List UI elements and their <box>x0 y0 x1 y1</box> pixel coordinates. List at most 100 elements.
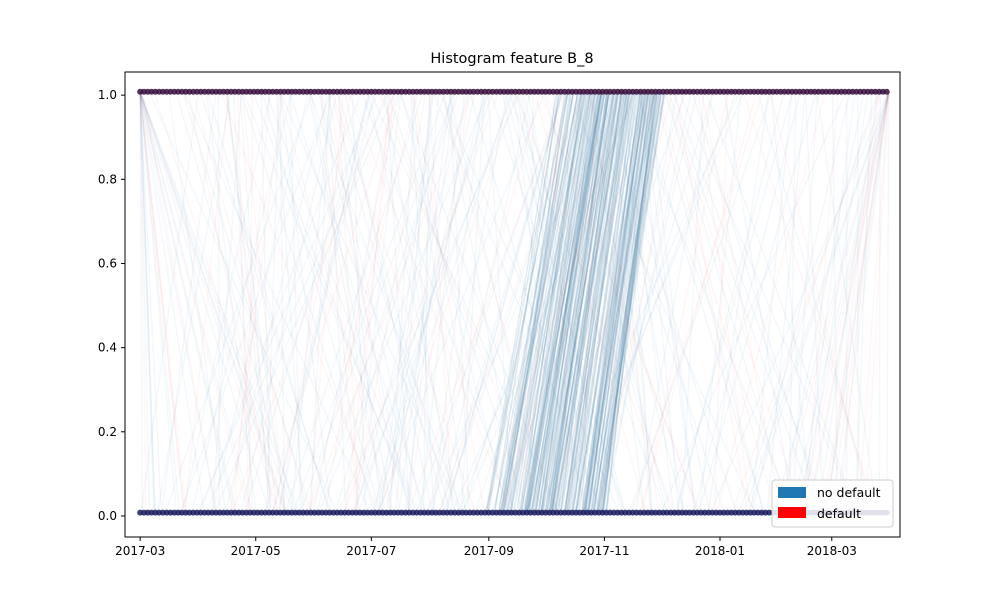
series-line-no-default <box>272 91 376 513</box>
series-line-no-default <box>440 91 564 513</box>
series-line-no-default <box>572 91 628 513</box>
series-line-no-default <box>443 91 522 513</box>
series-line-no-default <box>337 91 382 513</box>
series-line-no-default <box>766 91 807 513</box>
series-line-no-default <box>585 91 655 513</box>
series-line-no-default <box>773 91 890 513</box>
series-line-no-default <box>530 91 605 513</box>
series-line-no-default <box>243 91 372 513</box>
series-line-no-default <box>587 91 649 513</box>
series-line-no-default <box>710 91 889 513</box>
series-line-no-default <box>252 91 414 513</box>
y-tick-label: 0.2 <box>98 425 117 439</box>
series-line-no-default <box>634 91 714 513</box>
series-line-no-default <box>564 91 623 513</box>
series-line-no-default <box>431 91 484 513</box>
series-line-no-default <box>510 91 591 513</box>
series-line-no-default <box>878 91 881 513</box>
series-line-no-default <box>520 91 600 513</box>
series-line-no-default <box>625 91 653 513</box>
legend: no default default <box>771 479 894 528</box>
series-line-no-default <box>501 91 573 513</box>
series-line-no-default <box>398 91 559 513</box>
series-line-no-default <box>577 91 609 513</box>
series-line-no-default <box>486 91 561 513</box>
series-line-no-default <box>317 91 410 513</box>
series-points <box>137 88 890 516</box>
series-line-no-default <box>544 91 610 513</box>
series-line-no-default <box>351 91 367 513</box>
series-line-no-default <box>596 91 662 513</box>
y-tick-label: 0.0 <box>98 509 117 523</box>
series-line-no-default <box>139 91 180 513</box>
series-line-no-default <box>199 91 332 513</box>
series-line-no-default <box>622 91 711 513</box>
series-line-no-default <box>504 91 623 513</box>
series-line-no-default <box>182 91 272 513</box>
series-line-no-default <box>275 91 305 513</box>
series-line-no-default <box>422 91 431 513</box>
series-line-no-default <box>602 91 651 513</box>
series-line-no-default <box>574 91 636 513</box>
series-line-no-default <box>442 91 584 513</box>
series-line-no-default <box>564 91 628 513</box>
series-line-no-default <box>449 91 470 513</box>
series-line-no-default <box>206 91 330 513</box>
series-line-no-default <box>537 91 596 513</box>
series-line-no-default <box>808 91 890 513</box>
series-line-no-default <box>502 91 581 513</box>
series-line-no-default <box>525 91 649 513</box>
series-line-no-default <box>571 91 637 513</box>
series-line-no-default <box>183 91 371 513</box>
series-line-no-default <box>265 91 419 513</box>
series-line-no-default <box>240 91 376 513</box>
series-line-no-default <box>509 91 586 513</box>
series-lines <box>139 91 890 513</box>
series-line-no-default <box>593 91 653 513</box>
series-line-no-default <box>524 91 594 513</box>
series-line-no-default <box>559 91 620 513</box>
series-line-no-default <box>667 91 818 513</box>
series-line-no-default <box>526 91 600 513</box>
series-line-no-default <box>409 91 435 513</box>
series-line-no-default <box>299 91 455 513</box>
series-line-no-default <box>567 91 745 513</box>
series-line-no-default <box>582 91 647 513</box>
series-line-no-default <box>676 91 786 513</box>
series-line-no-default <box>225 91 286 513</box>
series-line-no-default <box>595 91 659 513</box>
series-line-no-default <box>420 91 466 513</box>
series-line-no-default <box>816 91 878 513</box>
series-line-no-default <box>575 91 643 513</box>
series-line-no-default <box>621 91 675 513</box>
series-line-no-default <box>554 91 624 513</box>
series-line-no-default <box>524 91 603 513</box>
series-line-no-default <box>756 91 875 513</box>
series-line-no-default <box>139 91 237 513</box>
series-line-no-default <box>272 91 371 513</box>
series-line-no-default <box>205 91 257 513</box>
series-line-no-default <box>609 91 652 513</box>
series-line-no-default <box>211 91 310 513</box>
series-line-no-default <box>432 91 509 513</box>
series-line-no-default <box>182 91 312 513</box>
series-line-no-default <box>534 91 606 513</box>
series-line-no-default <box>462 91 597 513</box>
series-line-no-default <box>382 91 456 513</box>
series-line-no-default <box>570 91 631 513</box>
series-line-no-default <box>139 91 205 513</box>
series-line-no-default <box>602 91 656 513</box>
x-tick-label: 2017-09 <box>464 544 514 558</box>
series-line-no-default <box>504 91 571 513</box>
x-tick-label: 2017-03 <box>115 544 165 558</box>
series-line-no-default <box>553 91 741 513</box>
series-line-no-default <box>584 91 654 513</box>
series-line-no-default <box>549 91 615 513</box>
series-line-no-default <box>704 91 857 513</box>
series-line-no-default <box>585 91 634 513</box>
series-line-no-default <box>693 91 802 513</box>
series-line-no-default <box>519 91 583 513</box>
series-line-no-default <box>660 91 847 513</box>
series-line-no-default <box>597 91 665 513</box>
series-line-no-default <box>791 91 819 513</box>
